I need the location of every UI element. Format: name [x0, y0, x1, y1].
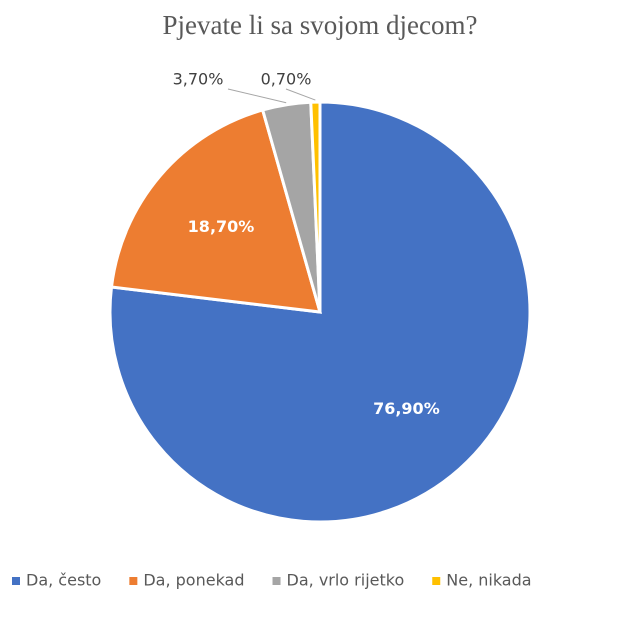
- legend-swatch: [12, 577, 20, 585]
- leader-line: [227, 88, 287, 104]
- pie-slice: [109, 108, 323, 314]
- pie-slice: [108, 100, 532, 524]
- leader-line: [285, 88, 316, 101]
- chart-title: Pjevate li sa svojom djecom?: [163, 10, 478, 40]
- legend-swatch: [272, 577, 281, 585]
- legend-label: Da, vrlo rijetko: [287, 571, 405, 590]
- pie-slice: [309, 100, 322, 313]
- legend-label: Ne, nikada: [446, 571, 531, 590]
- data-label: 3,70%: [173, 70, 224, 89]
- data-label: 18,70%: [188, 217, 255, 236]
- legend-swatch: [432, 577, 441, 585]
- legend-label: Da, ponekad: [143, 571, 244, 590]
- data-label: 76,90%: [373, 399, 440, 418]
- data-label: 0,70%: [261, 70, 312, 89]
- legend-swatch: [129, 577, 138, 585]
- legend-label: Da, često: [26, 571, 101, 590]
